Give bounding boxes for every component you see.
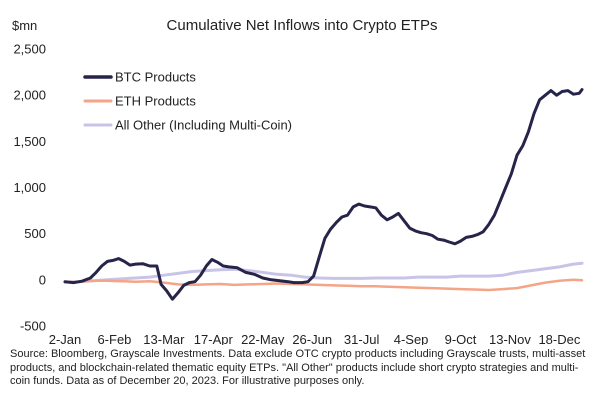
chart: Cumulative Net Inflows into Crypto ETPs … — [12, 17, 584, 345]
chart-title: Cumulative Net Inflows into Crypto ETPs — [167, 17, 438, 34]
legend: BTC Products ETH Products All Other (Inclu… — [83, 70, 292, 133]
series-line-btc-products — [63, 88, 584, 301]
series-line-eth-products — [63, 278, 584, 292]
x-tick-label: 13-Mar — [143, 332, 185, 345]
x-tick-label: 22-May — [241, 332, 285, 345]
x-tick-label: 6-Feb — [97, 332, 131, 345]
legend-label: BTC Products — [115, 70, 196, 85]
legend-label: All Other (Including Multi-Coin) — [115, 118, 292, 133]
x-tick-label: 13-Nov — [489, 332, 531, 345]
y-tick-label: 1,500 — [13, 134, 46, 149]
x-axis-ticks: 2-Jan 6-Feb 13-Mar 17-Apr 22-May 26-Jun 31-Jul… — [49, 332, 581, 345]
y-axis-ticks: -500 0 500 1,000 1,500 2,000 2,500 — [13, 42, 46, 334]
y-tick-label: 0 — [39, 272, 46, 287]
y-tick-label: 2,500 — [13, 42, 46, 57]
x-tick-label: 4-Sep — [394, 332, 429, 345]
y-tick-label: 1,000 — [13, 180, 46, 195]
legend-label: ETH Products — [115, 94, 196, 109]
y-tick-label: 2,000 — [13, 88, 46, 103]
x-tick-label: 26-Jun — [292, 332, 332, 345]
y-axis-label: $mn — [12, 18, 37, 33]
x-tick-label: 31-Jul — [344, 332, 380, 345]
x-tick-label: 9-Oct — [445, 332, 477, 345]
x-tick-label: 17-Apr — [194, 332, 234, 345]
series-line-all-other-including-multi-coin — [63, 261, 584, 284]
x-tick-label: 2-Jan — [49, 332, 82, 345]
y-tick-label: -500 — [20, 319, 46, 334]
series-lines — [63, 88, 584, 301]
x-tick-label: 18-Dec — [538, 332, 580, 345]
y-tick-label: 500 — [24, 226, 46, 241]
source-note: Source: Bloomberg, Grayscale Investments… — [10, 348, 586, 387]
